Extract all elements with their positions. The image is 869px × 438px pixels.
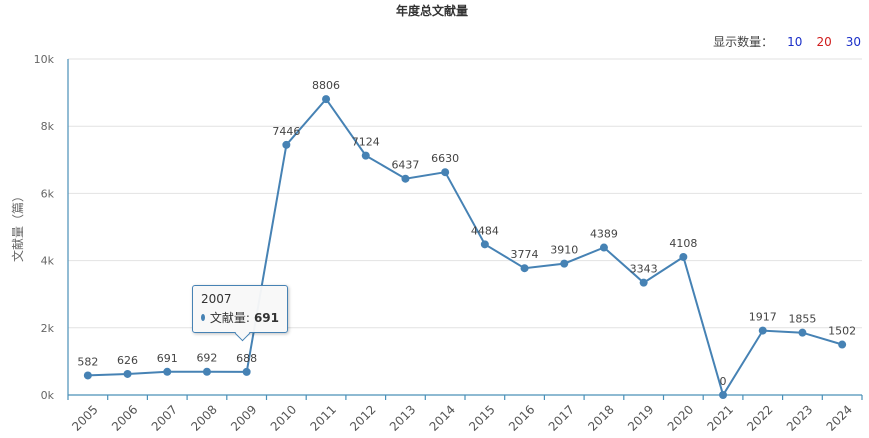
data-point[interactable] xyxy=(441,168,450,177)
x-tick-label: 2020 xyxy=(665,402,696,433)
data-label: 626 xyxy=(117,354,138,367)
data-label: 6437 xyxy=(391,159,419,172)
data-point[interactable] xyxy=(838,340,847,349)
data-point[interactable] xyxy=(242,367,251,376)
axes xyxy=(67,59,862,396)
x-tick-label: 2007 xyxy=(149,402,180,433)
y-tick-label: 2k xyxy=(41,322,55,335)
y-tick-label: 4k xyxy=(41,255,55,268)
x-tick-label: 2015 xyxy=(466,402,497,433)
x-tick-label: 2022 xyxy=(744,402,775,433)
data-label: 7446 xyxy=(272,125,300,138)
gridlines xyxy=(68,58,862,329)
x-axis-ticks: 2005 2006 2007 2008 2009 2010 2011 2012 2013 2014… xyxy=(67,395,863,434)
x-tick-label: 2017 xyxy=(546,402,577,433)
count-option-30[interactable]: 30 xyxy=(845,34,861,49)
y-axis-ticks: 0k 2k 4k 6k 8k 10k xyxy=(34,53,55,402)
data-label: 4484 xyxy=(471,224,499,237)
data-label: 3343 xyxy=(630,263,658,276)
data-point[interactable] xyxy=(639,278,648,287)
y-axis-label: 文献量（篇） xyxy=(10,190,25,262)
data-label: 691 xyxy=(157,352,178,365)
data-label: 688 xyxy=(236,352,257,365)
data-point[interactable] xyxy=(480,240,489,249)
data-point[interactable] xyxy=(758,326,767,335)
data-label: 3910 xyxy=(550,244,578,257)
y-tick-label: 6k xyxy=(41,187,55,200)
data-label: 582 xyxy=(77,355,98,368)
x-tick-label: 2016 xyxy=(506,402,537,433)
data-point[interactable] xyxy=(322,95,331,104)
x-tick-label: 2010 xyxy=(268,402,299,433)
series-line xyxy=(87,97,843,398)
count-option-10[interactable]: 10 xyxy=(787,34,803,49)
tooltip-year: 2007 xyxy=(201,292,232,306)
tooltip-value: 691 xyxy=(253,310,279,325)
count-option-20[interactable]: 20 xyxy=(816,34,832,49)
data-point[interactable] xyxy=(798,328,807,337)
data-label: 4389 xyxy=(590,228,618,241)
data-point[interactable] xyxy=(719,391,728,399)
data-point[interactable] xyxy=(560,259,569,268)
data-point[interactable] xyxy=(163,367,172,376)
x-tick-label: 2021 xyxy=(704,402,735,433)
data-point[interactable] xyxy=(401,174,410,183)
x-tick-label: 2018 xyxy=(585,402,616,433)
x-tick-label: 2014 xyxy=(427,402,458,433)
x-tick-label: 2005 xyxy=(69,402,100,433)
data-label: 1917 xyxy=(749,311,777,324)
x-tick-label: 2009 xyxy=(228,402,259,433)
chart-title: 年度总文献量 xyxy=(396,3,468,18)
data-label: 1855 xyxy=(788,313,816,326)
data-point[interactable] xyxy=(202,367,211,376)
data-point[interactable] xyxy=(679,252,688,261)
tooltip-series-dot xyxy=(201,314,205,321)
data-point[interactable] xyxy=(83,371,92,380)
data-points[interactable] xyxy=(83,95,847,399)
display-count-label: 显示数量： xyxy=(713,35,774,49)
y-tick-label: 8k xyxy=(41,120,55,133)
y-tick-label: 0k xyxy=(41,389,55,402)
x-tick-label: 2008 xyxy=(188,402,219,433)
data-label: 1502 xyxy=(828,325,856,338)
data-point[interactable] xyxy=(123,369,132,378)
data-label: 692 xyxy=(196,352,217,365)
data-labels: 582 626 691 692 688 7446 8806 7124 6437 6630 4484 3… xyxy=(77,79,856,388)
data-point[interactable] xyxy=(599,243,608,252)
data-label: 8806 xyxy=(312,79,340,92)
display-count-control: 显示数量： 10 20 30 xyxy=(713,33,861,50)
data-label: 0 xyxy=(720,375,727,388)
x-tick-label: 2012 xyxy=(347,402,378,433)
hover-tooltip: 2007 文献量: 691 xyxy=(192,285,288,342)
x-tick-label: 2019 xyxy=(625,402,656,433)
data-label: 7124 xyxy=(352,136,380,149)
data-point[interactable] xyxy=(361,151,370,160)
x-tick-label: 2024 xyxy=(824,402,855,433)
x-tick-label: 2023 xyxy=(784,402,815,433)
data-point[interactable] xyxy=(520,264,529,273)
tooltip-series-label: 文献量: xyxy=(209,311,250,325)
y-tick-label: 10k xyxy=(34,53,55,66)
data-label: 4108 xyxy=(669,237,697,250)
x-tick-label: 2006 xyxy=(109,402,140,433)
data-label: 3774 xyxy=(511,248,539,261)
data-point[interactable] xyxy=(282,140,291,149)
x-tick-label: 2011 xyxy=(307,402,338,433)
x-tick-label: 2013 xyxy=(387,402,418,433)
data-label: 6630 xyxy=(431,152,459,165)
